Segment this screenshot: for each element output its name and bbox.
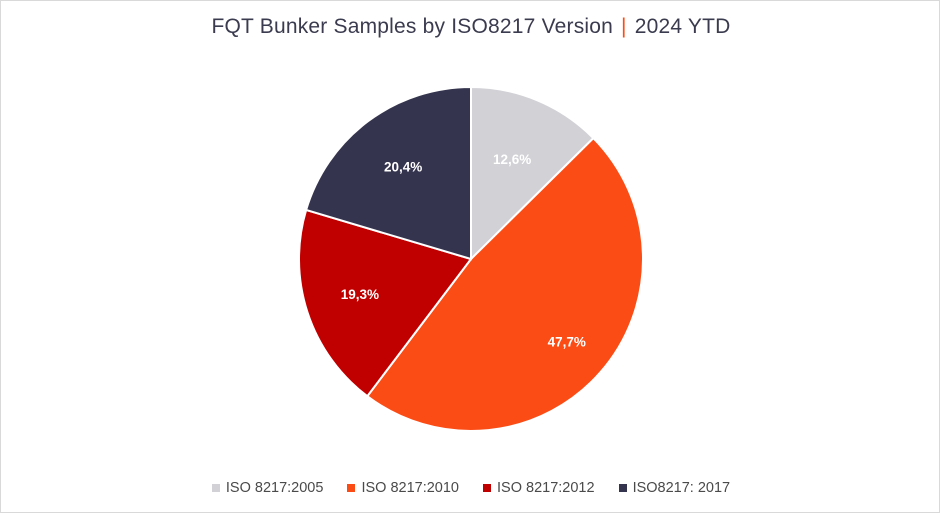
slice-data-label: 47,7%: [548, 334, 586, 349]
legend-item-2005: ISO 8217:2005: [211, 480, 324, 496]
title-separator: |: [621, 15, 627, 38]
legend-label: ISO 8217:2005: [225, 480, 324, 496]
slice-2017: [304, 85, 472, 261]
legend: ISO 8217:2005 ISO 8217:2010 ISO 8217:201…: [1, 480, 940, 496]
legend-item-2010: ISO 8217:2010: [347, 480, 459, 496]
slice-2012: [298, 208, 473, 398]
legend-item-2017: ISO8217: 2017: [618, 480, 731, 496]
slice-data-label: 20,4%: [384, 160, 422, 175]
legend-item-2012: ISO 8217:2012: [483, 480, 595, 496]
legend-swatch: [483, 484, 491, 492]
legend-label: ISO 8217:2010: [361, 480, 459, 496]
legend-swatch: [618, 484, 627, 492]
slice-2010: [365, 136, 644, 432]
legend-swatch: [211, 484, 220, 492]
chart-title-row: FQT Bunker Samples by ISO8217 Version | 20…: [1, 15, 940, 39]
chart-title: FQT Bunker Samples by ISO8217 Version: [211, 15, 614, 38]
legend-label: ISO 8217:2012: [497, 480, 595, 496]
legend-swatch: [347, 484, 356, 492]
legend-label: ISO8217: 2017: [632, 480, 731, 496]
slice-data-label: 19,3%: [341, 287, 379, 302]
slice-2005: [470, 85, 595, 262]
slice-data-label: 12,6%: [493, 152, 531, 167]
chart-subtitle: 2024 YTD: [634, 15, 731, 38]
